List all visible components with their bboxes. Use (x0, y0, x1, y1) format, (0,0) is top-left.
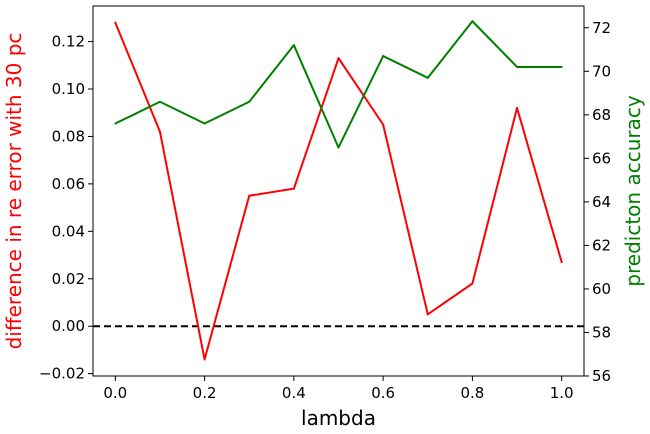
left-y-axis-title: difference in re error with 30 pc (2, 33, 26, 350)
error-difference-point (426, 313, 429, 316)
right-y-tick-label: 70 (592, 62, 611, 80)
left-y-tick-label: 0.12 (52, 33, 85, 51)
accuracy-point (114, 122, 117, 125)
error-difference-point (158, 130, 161, 133)
error-difference-point (114, 21, 117, 24)
x-axis-title: lambda (301, 406, 376, 430)
left-y-tick-label: 0.06 (52, 175, 85, 193)
left-y-tick-label: 0.10 (52, 80, 85, 98)
x-tick-label: 0.4 (282, 384, 306, 402)
accuracy-point (560, 65, 563, 68)
accuracy-point (471, 20, 474, 23)
accuracy-point (337, 146, 340, 149)
accuracy-point (203, 122, 206, 125)
tick-layer: 0.0 0.2 0.4 0.6 0.8 1.0 −0.02 0.00 0.02 0.04 0.06 0… (39, 19, 611, 402)
accuracy-point (248, 100, 251, 103)
error-difference-point (292, 187, 295, 190)
accuracy-point (292, 44, 295, 47)
left-y-tick-label: 0.00 (52, 317, 85, 335)
error-difference-point (560, 261, 563, 264)
accuracy-point (382, 55, 385, 58)
series-layer (114, 20, 563, 361)
plot-frame (92, 5, 585, 377)
accuracy-point (516, 65, 519, 68)
right-y-tick-label: 62 (592, 236, 611, 254)
accuracy-point (426, 76, 429, 79)
accuracy-point (158, 100, 161, 103)
error-difference-point (337, 57, 340, 60)
right-y-tick-label: 56 (592, 367, 611, 385)
left-y-tick-label: 0.02 (52, 270, 85, 288)
right-y-tick-label: 68 (592, 106, 611, 124)
x-tick-label: 0.8 (460, 384, 484, 402)
right-y-tick-label: 72 (592, 19, 611, 37)
error-difference-point (248, 194, 251, 197)
error-difference-point (203, 358, 206, 361)
x-tick-label: 0.0 (103, 384, 127, 402)
error-difference-point (516, 106, 519, 109)
error-difference-point (471, 282, 474, 285)
x-tick-label: 0.6 (371, 384, 395, 402)
right-y-tick-label: 58 (592, 323, 611, 341)
left-y-tick-label: 0.04 (52, 222, 85, 240)
x-tick-label: 0.2 (193, 384, 217, 402)
right-y-tick-label: 64 (592, 193, 611, 211)
right-y-axis-title: predicton accuracy (621, 95, 645, 287)
left-y-tick-label: −0.02 (39, 365, 85, 383)
error-difference-point (382, 123, 385, 126)
x-tick-label: 1.0 (550, 384, 574, 402)
left-y-tick-label: 0.08 (52, 127, 85, 145)
right-y-tick-label: 66 (592, 149, 611, 167)
right-y-tick-label: 60 (592, 280, 611, 298)
axes-layer (92, 5, 585, 377)
